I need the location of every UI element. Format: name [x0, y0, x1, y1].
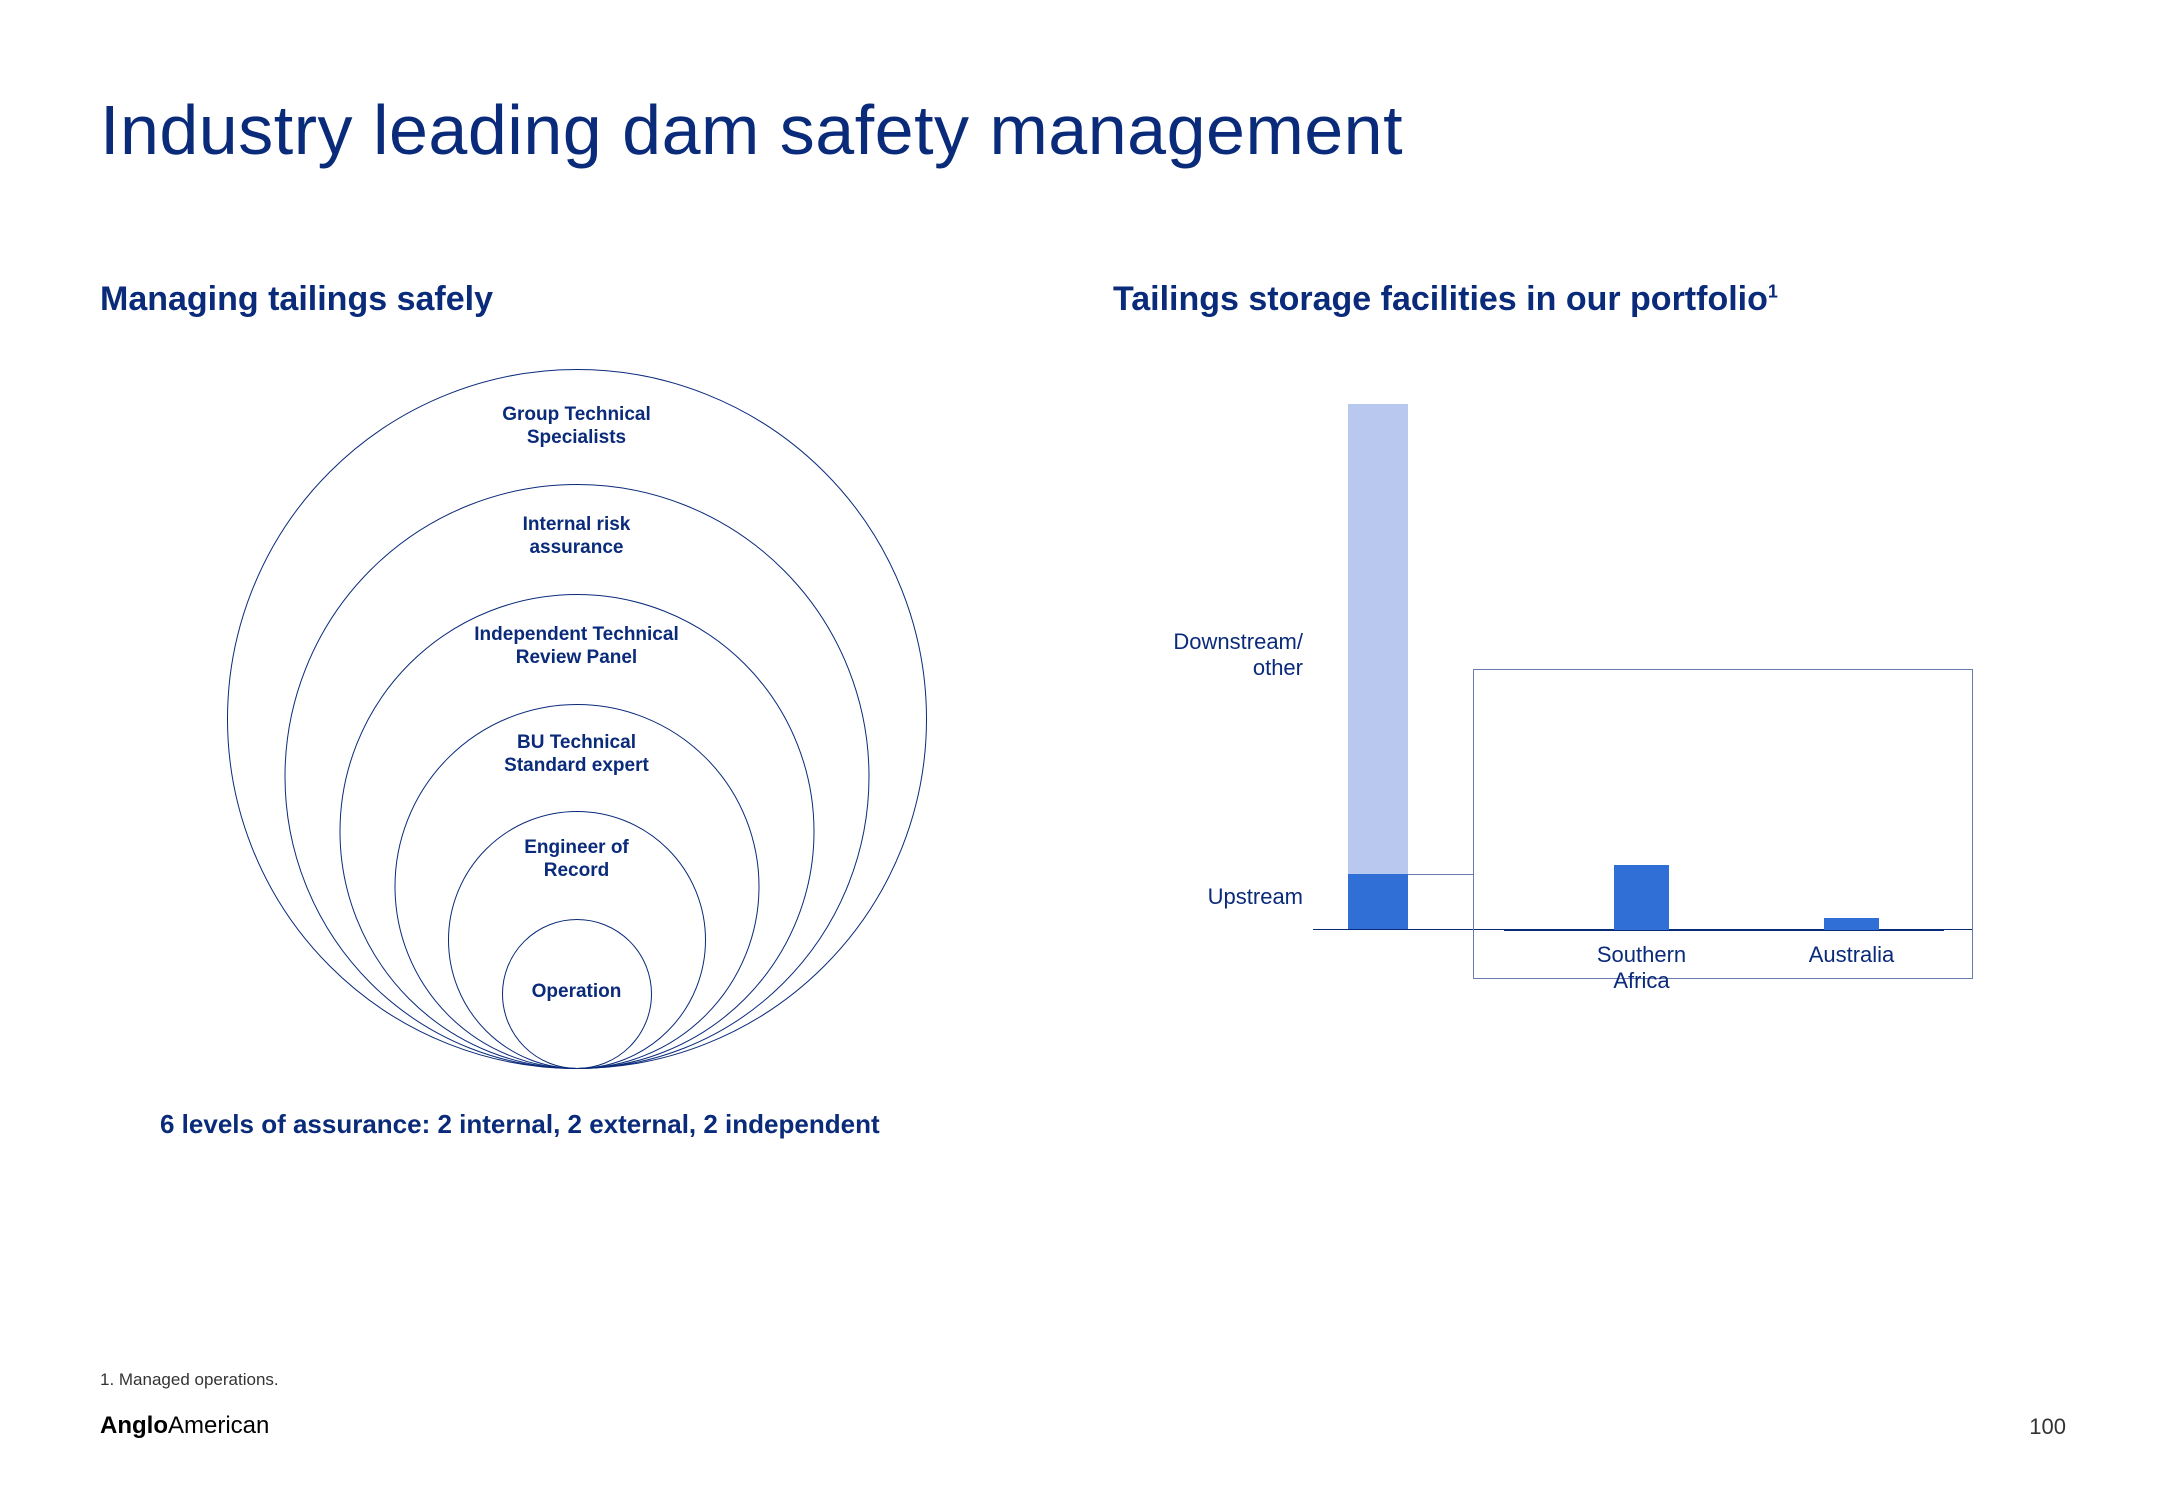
assurance-label-3: BU Technical Standard expert: [504, 732, 649, 778]
inset-x-axis: [1504, 930, 1944, 931]
right-heading-text: Tailings storage facilities in our portf…: [1113, 280, 1768, 318]
assurance-label-5: Operation: [532, 981, 622, 1004]
brand-logo: AngloAmerican: [100, 1412, 269, 1440]
right-column: Tailings storage facilities in our portf…: [1113, 280, 2066, 1140]
inset-bar-0: [1614, 865, 1669, 930]
chart-side-label-0: Downstream/ other: [1113, 629, 1303, 682]
inset-bar-label-1: Australia: [1809, 942, 1895, 968]
page-number: 100: [2029, 1414, 2066, 1440]
tailings-chart: Downstream/ other Upstream Southern Africa…: [1113, 379, 1993, 999]
assurance-label-1: Internal risk assurance: [523, 514, 631, 560]
assurance-label-0: Group Technical Specialists: [502, 404, 651, 450]
assurance-label-4: Engineer of Record: [524, 837, 629, 883]
main-bar-upstream: [1348, 874, 1408, 929]
right-heading-sup: 1: [1768, 282, 1778, 302]
nested-circles: Group Technical Specialists Internal risk…: [227, 369, 927, 1069]
slide-title: Industry leading dam safety management: [100, 90, 2066, 170]
right-heading: Tailings storage facilities in our portf…: [1113, 280, 2066, 319]
inset-bar-label-0: Southern Africa: [1597, 942, 1686, 995]
brand-light: American: [168, 1412, 269, 1439]
assurance-label-2: Independent Technical Review Panel: [474, 624, 678, 670]
left-heading: Managing tailings safely: [100, 280, 1053, 319]
inset-bar-1: [1824, 918, 1879, 930]
circles-caption: 6 levels of assurance: 2 internal, 2 ext…: [100, 1109, 1053, 1140]
chart-side-label-1: Upstream: [1113, 884, 1303, 910]
chart-inset: Southern AfricaAustralia: [1473, 669, 1973, 979]
brand-bold: Anglo: [100, 1412, 168, 1439]
footnote: 1. Managed operations.: [100, 1370, 279, 1390]
left-column: Managing tailings safely Group Technical…: [100, 280, 1053, 1140]
main-bar-downstream: [1348, 404, 1408, 874]
chart-leader-line: [1408, 874, 1473, 875]
